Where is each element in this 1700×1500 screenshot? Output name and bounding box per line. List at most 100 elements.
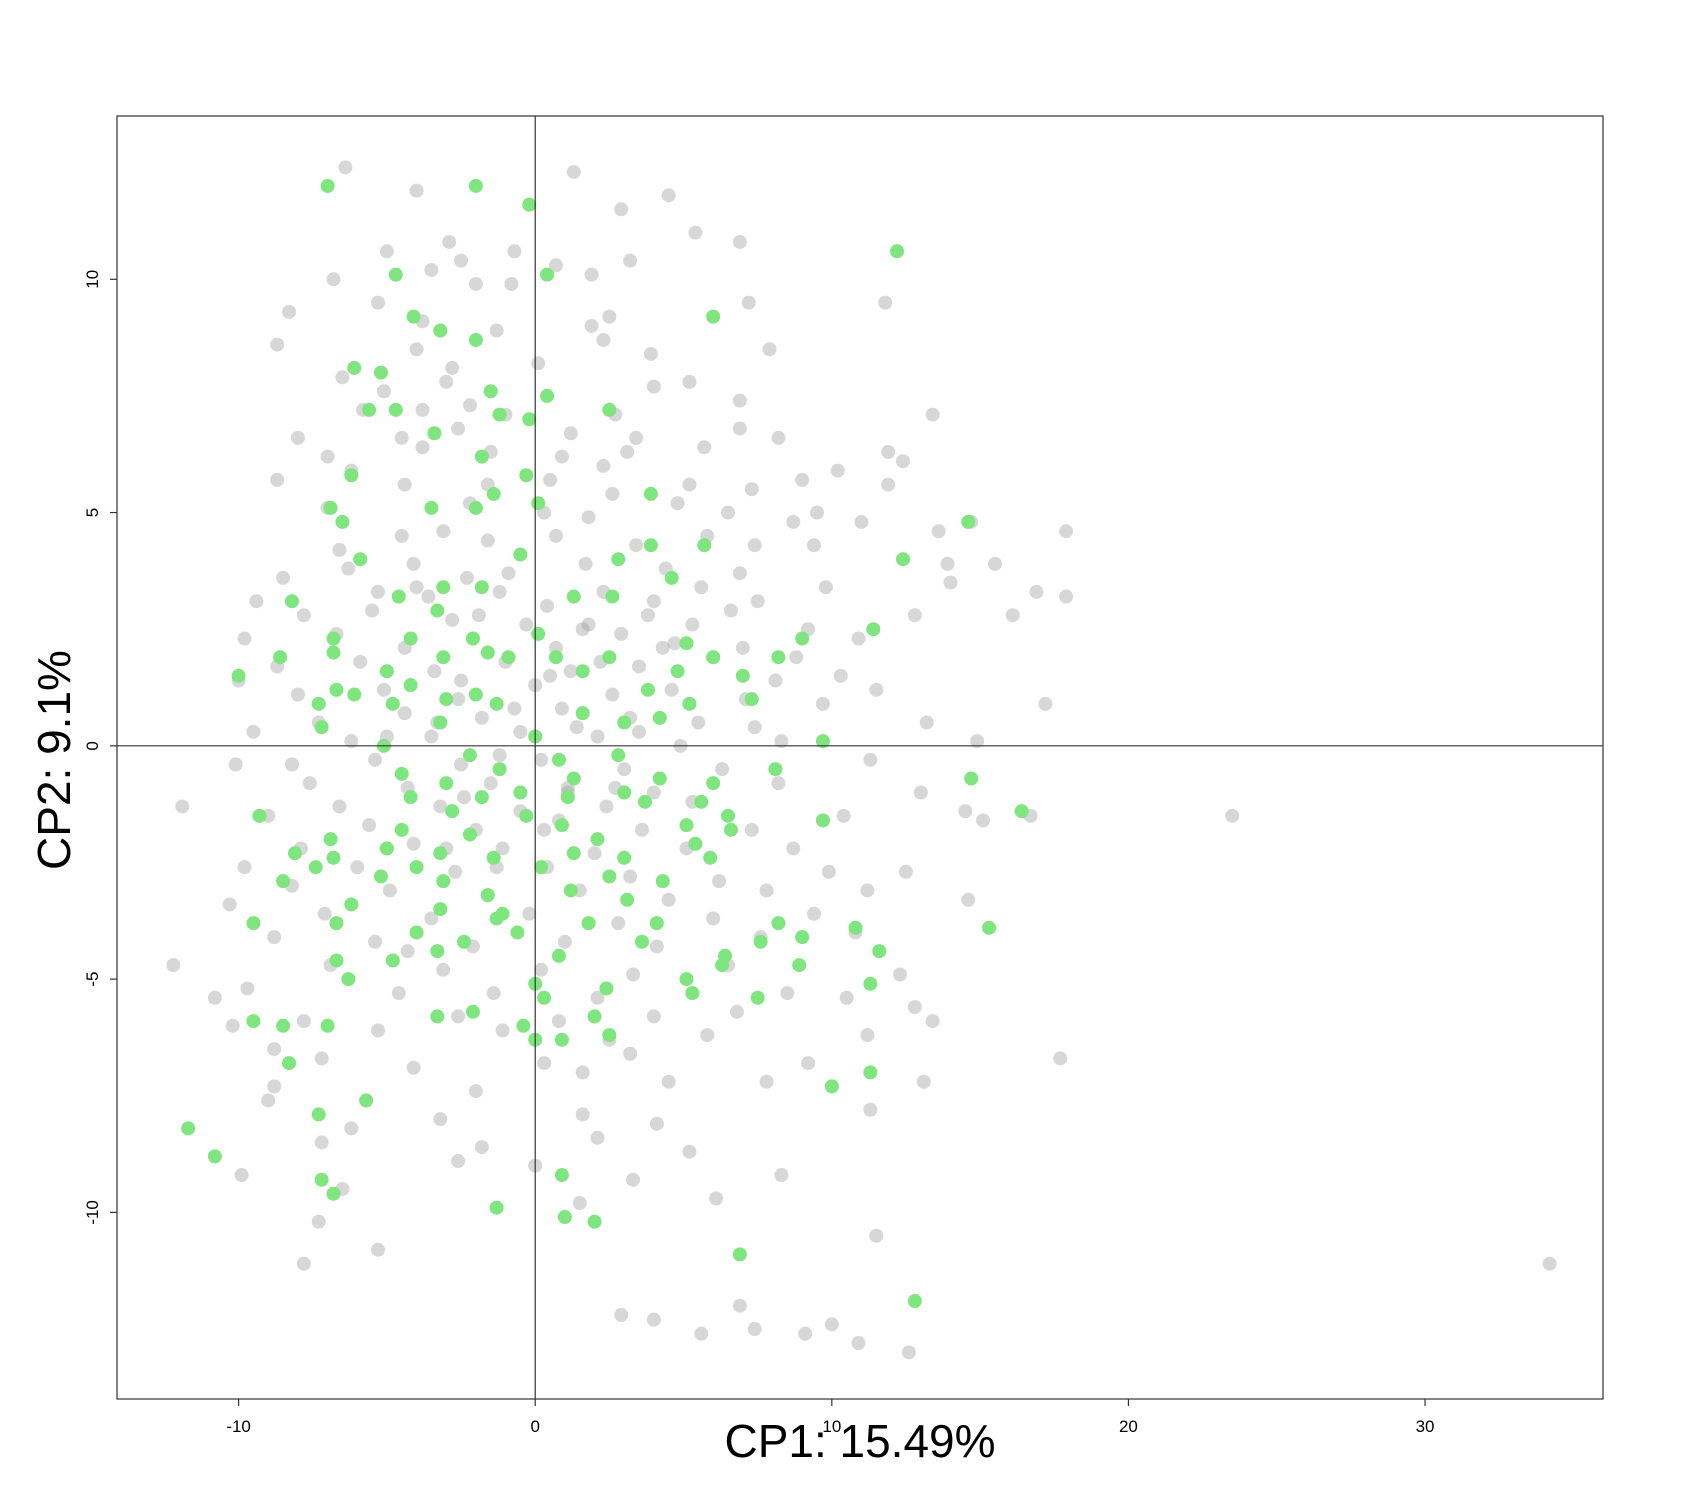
scatter-point — [694, 580, 709, 595]
scatter-point — [501, 650, 516, 665]
scatter-point — [898, 864, 913, 879]
scatter-point — [540, 267, 555, 282]
scatter-point — [566, 589, 581, 604]
scatter-point — [655, 874, 670, 889]
scatter-point — [373, 365, 388, 380]
scatter-point — [270, 337, 285, 352]
scatter-point — [489, 911, 504, 926]
scatter-point — [240, 981, 255, 996]
scatter-point — [824, 1079, 839, 1094]
scatter-point — [833, 668, 848, 683]
scatter-point — [454, 253, 469, 268]
scatter-point — [409, 860, 424, 875]
scatter-point — [617, 850, 632, 865]
scatter-point — [626, 967, 641, 982]
scatter-point — [287, 846, 302, 861]
scatter-point — [430, 603, 445, 618]
scatter-point — [670, 664, 685, 679]
scatter-point — [643, 538, 658, 553]
scatter-point — [863, 752, 878, 767]
scatter-point — [940, 556, 955, 571]
scatter-point — [795, 930, 810, 945]
scatter-point — [735, 668, 750, 683]
scatter-point — [436, 580, 451, 595]
scatter-point — [507, 244, 522, 259]
scatter-point — [881, 444, 896, 459]
scatter-point — [489, 1200, 504, 1215]
scatter-point — [433, 799, 448, 814]
scatter-point — [468, 276, 483, 291]
scatter-point — [284, 594, 299, 609]
scatter-point — [323, 832, 338, 847]
scatter-point — [385, 696, 400, 711]
scatter-point — [744, 482, 759, 497]
scatter-point — [489, 323, 504, 338]
scatter-point — [860, 1028, 875, 1043]
scatter-point — [415, 440, 430, 455]
scatter-point — [792, 958, 807, 973]
scatter-point — [700, 1028, 715, 1043]
scatter-point — [320, 1018, 335, 1033]
scatter-point — [617, 715, 632, 730]
scatter-point — [664, 570, 679, 585]
y-axis-title: CP2: 9.1% — [28, 650, 80, 870]
scatter-point — [296, 1014, 311, 1029]
scatter-point — [590, 729, 605, 744]
scatter-point — [860, 883, 875, 898]
scatter-point — [626, 1172, 641, 1187]
scatter-point — [617, 785, 632, 800]
scatter-point — [442, 234, 457, 249]
scatter-point — [732, 566, 747, 581]
scatter-point — [566, 164, 581, 179]
scatter-point — [774, 734, 789, 749]
scatter-point — [548, 650, 563, 665]
scatter-point — [723, 603, 738, 618]
scatter-point — [798, 1326, 813, 1341]
scatter-point — [290, 430, 305, 445]
scatter-point — [563, 664, 578, 679]
scatter-point — [605, 589, 620, 604]
scatter-point — [424, 262, 439, 277]
scatter-point — [492, 584, 507, 599]
scatter-point — [762, 342, 777, 357]
scatter-point — [326, 850, 341, 865]
scatter-point — [839, 990, 854, 1005]
scatter-point — [688, 836, 703, 851]
scatter-point — [270, 472, 285, 487]
scatter-point — [406, 836, 421, 851]
scatter-point — [468, 1084, 483, 1099]
scatter-point — [504, 276, 519, 291]
scatter-point — [454, 757, 469, 772]
scatter-point — [445, 804, 460, 819]
scatter-point — [807, 906, 822, 921]
x-tick-label: 20 — [1119, 1417, 1138, 1436]
scatter-point — [353, 654, 368, 669]
scatter-point — [311, 1214, 326, 1229]
scatter-point — [516, 1018, 531, 1033]
scatter-point — [314, 720, 329, 735]
scatter-point — [560, 790, 575, 805]
scatter-point — [599, 981, 614, 996]
scatter-point — [480, 888, 495, 903]
x-tick-label: 10 — [822, 1417, 841, 1436]
scatter-point — [353, 552, 368, 567]
scatter-point — [311, 1107, 326, 1122]
scatter-point — [424, 500, 439, 515]
scatter-point — [362, 818, 377, 833]
scatter-point — [439, 374, 454, 389]
scatter-point — [181, 1121, 196, 1136]
plot-frame — [116, 115, 1604, 1400]
scatter-point — [815, 813, 830, 828]
scatter-point — [397, 477, 412, 492]
scatter-point — [267, 930, 282, 945]
scatter-point — [771, 650, 786, 665]
scatter-point — [735, 640, 750, 655]
scatter-point — [1038, 696, 1053, 711]
scatter-point — [302, 776, 317, 791]
y-tick-label: 5 — [83, 508, 102, 517]
scatter-point — [643, 486, 658, 501]
scatter-point — [548, 528, 563, 543]
scatter-point — [332, 799, 347, 814]
scatter-point — [474, 1140, 489, 1155]
scatter-point — [750, 990, 765, 1005]
